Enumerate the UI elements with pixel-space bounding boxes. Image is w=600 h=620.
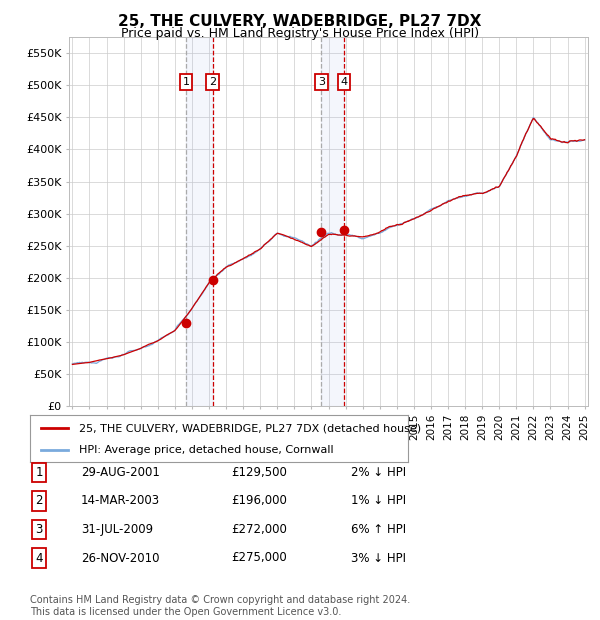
Text: 2% ↓ HPI: 2% ↓ HPI [351, 466, 406, 479]
Text: 4: 4 [35, 552, 43, 564]
Text: 29-AUG-2001: 29-AUG-2001 [81, 466, 160, 479]
Text: 3% ↓ HPI: 3% ↓ HPI [351, 552, 406, 564]
Text: 2: 2 [35, 495, 43, 507]
Text: 2: 2 [209, 77, 216, 87]
Text: £275,000: £275,000 [231, 552, 287, 564]
Bar [186, 37, 212, 406]
Text: Contains HM Land Registry data © Crown copyright and database right 2024.
This d: Contains HM Land Registry data © Crown c… [30, 595, 410, 617]
Text: £129,500: £129,500 [231, 466, 287, 479]
Text: 4: 4 [340, 77, 347, 87]
Text: HPI: Average price, detached house, Cornwall: HPI: Average price, detached house, Corn… [79, 445, 334, 455]
Text: 1: 1 [35, 466, 43, 479]
Text: £272,000: £272,000 [231, 523, 287, 536]
Text: £196,000: £196,000 [231, 495, 287, 507]
Text: 26-NOV-2010: 26-NOV-2010 [81, 552, 160, 564]
Bar [322, 37, 344, 406]
Text: 14-MAR-2003: 14-MAR-2003 [81, 495, 160, 507]
Text: Price paid vs. HM Land Registry's House Price Index (HPI): Price paid vs. HM Land Registry's House … [121, 27, 479, 40]
Text: 1% ↓ HPI: 1% ↓ HPI [351, 495, 406, 507]
Text: 6% ↑ HPI: 6% ↑ HPI [351, 523, 406, 536]
Text: 1: 1 [182, 77, 190, 87]
Text: 25, THE CULVERY, WADEBRIDGE, PL27 7DX (detached house): 25, THE CULVERY, WADEBRIDGE, PL27 7DX (d… [79, 423, 421, 433]
Text: 25, THE CULVERY, WADEBRIDGE, PL27 7DX: 25, THE CULVERY, WADEBRIDGE, PL27 7DX [118, 14, 482, 29]
Text: 3: 3 [318, 77, 325, 87]
Text: 31-JUL-2009: 31-JUL-2009 [81, 523, 153, 536]
Text: 3: 3 [35, 523, 43, 536]
